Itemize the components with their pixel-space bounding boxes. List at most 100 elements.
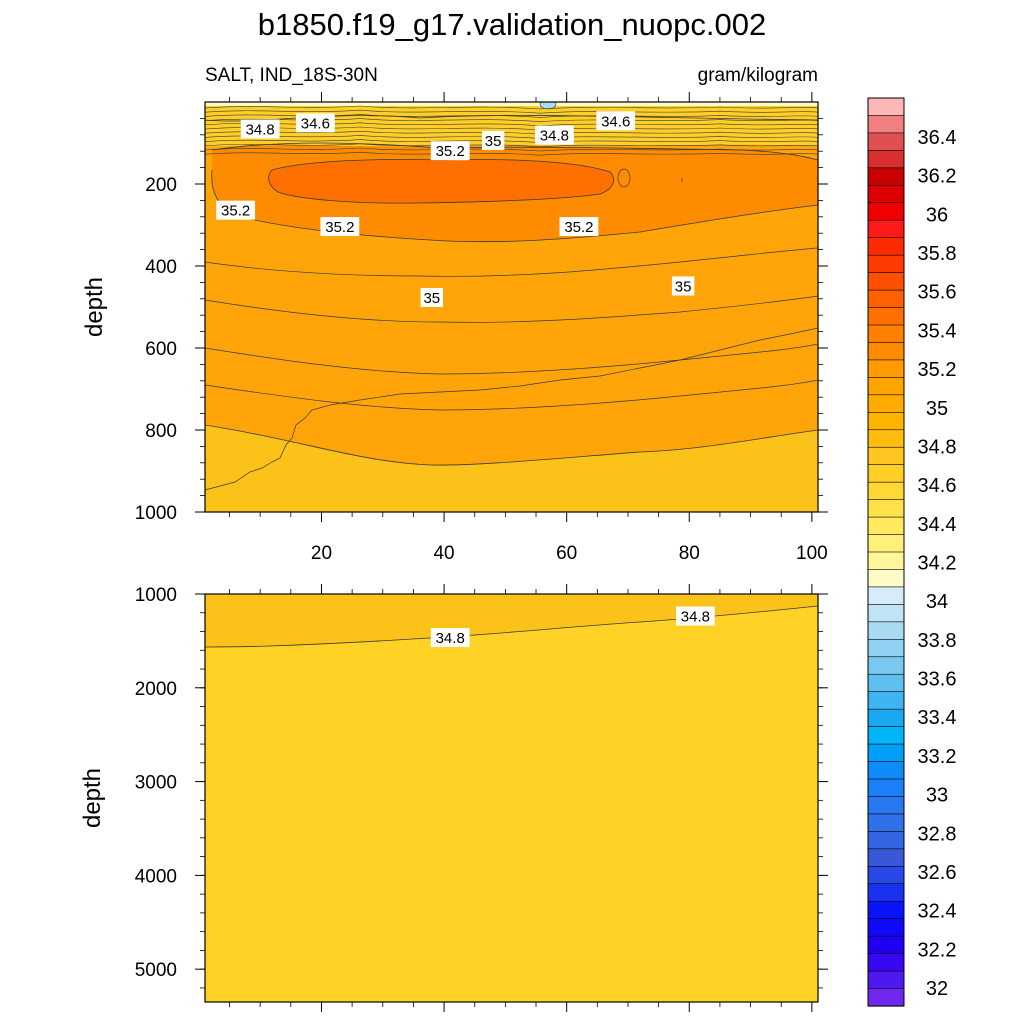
- contour-line: [205, 130, 818, 135]
- colorbar-swatch: [867, 691, 905, 710]
- surface-band: [205, 102, 818, 106]
- colorbar-swatch: [867, 831, 905, 850]
- colorbar-swatch: [867, 604, 905, 623]
- contour-label-text: 35.2: [564, 219, 593, 236]
- colorbar-swatch: [867, 185, 905, 204]
- contour-label-box: [481, 130, 505, 150]
- colorbar-swatch: [867, 935, 905, 955]
- colorbar-swatch: [867, 569, 905, 588]
- colorbar-swatch: [867, 132, 905, 151]
- contour-line: [205, 109, 818, 114]
- region-34.8-deep: [205, 594, 818, 647]
- colorbar-swatch: [867, 289, 905, 309]
- contour-label: 35.2: [430, 141, 470, 161]
- contour-label-text: 34.8: [246, 121, 275, 138]
- colorbar-label: 35.4: [918, 320, 957, 342]
- colorbar-swatch: [867, 464, 905, 483]
- contour-blob: [617, 168, 631, 188]
- colorbar-label: 35.2: [918, 359, 957, 381]
- lower-panel: 1000 2000 3000 4000 5000 34.8 34.8 depth: [79, 584, 828, 1012]
- x-tick-label: 60: [556, 543, 577, 564]
- contour-label-text: 34.6: [301, 115, 330, 132]
- contour-label-text: 35: [423, 290, 440, 307]
- colorbar-swatch: [867, 481, 905, 501]
- colorbar-swatch: [867, 673, 905, 693]
- contour-line: [205, 343, 818, 375]
- contour-label: 35.2: [320, 217, 360, 237]
- colorbar-label: 32.2: [918, 939, 957, 961]
- y-tick-label: 4000: [135, 866, 177, 887]
- colorbar-swatch: [867, 551, 905, 571]
- contour-label-box: [216, 200, 256, 220]
- fresh-water-patch: [539, 102, 557, 110]
- colorbar-label: 36.4: [918, 127, 957, 149]
- contour-line: [205, 143, 818, 148]
- contour-label-box: [535, 125, 574, 145]
- colorbar-swatch: [867, 412, 905, 431]
- y-tick-label: 1000: [135, 585, 177, 606]
- colorbar-swatch: [867, 778, 905, 798]
- contour-line: [205, 151, 818, 156]
- lower-ticks: 1000 2000 3000 4000 5000: [135, 584, 828, 1012]
- contour-label: 35: [481, 130, 505, 150]
- colorbar-label: 34: [926, 591, 948, 613]
- colorbar-label: 33: [926, 785, 948, 807]
- colorbar-swatch: [867, 726, 905, 745]
- y-tick-label: 600: [145, 339, 177, 360]
- contour-line: [268, 159, 614, 204]
- colorbar-swatch: [867, 621, 905, 640]
- contour-label: 34.8: [240, 119, 280, 139]
- colorbar-swatch: [867, 708, 905, 728]
- colorbar-label: 33.4: [918, 707, 957, 729]
- contour-line: [205, 295, 818, 323]
- contour-label-box: [320, 217, 360, 237]
- colorbar-swatch: [867, 866, 905, 885]
- colorbar-swatch: [867, 202, 905, 221]
- contour-label: 34.8: [535, 125, 574, 145]
- contour-label-text: 35.2: [436, 143, 465, 160]
- contour-line: [205, 424, 818, 466]
- x-tick-label: 100: [796, 543, 828, 564]
- colorbar-swatch: [867, 307, 905, 326]
- colorbar-label: 34.2: [918, 553, 957, 575]
- colorbar-swatch: [867, 848, 905, 867]
- y-tick-label: 1000: [135, 503, 177, 524]
- colorbar-swatch: [867, 883, 905, 902]
- region-35.4: [268, 159, 614, 204]
- contour-label-text: 34.6: [601, 113, 630, 130]
- contour-line: [205, 327, 818, 491]
- lower-contour-labels: 34.8 34.8: [430, 606, 715, 648]
- colorbar-swatch: [867, 796, 905, 815]
- y-tick-label: 400: [145, 257, 177, 278]
- colorbar-label: 34.8: [918, 436, 957, 458]
- colorbar-swatch: [867, 377, 905, 396]
- colorbar-label: 32.8: [918, 823, 957, 845]
- contour-label-box: [420, 287, 444, 307]
- colorbar-swatch: [867, 150, 905, 169]
- colorbar-swatch: [867, 324, 905, 344]
- colorbar-swatch: [867, 254, 905, 274]
- colorbar-swatch: [867, 953, 905, 972]
- colorbar-label: 35.8: [918, 243, 957, 265]
- contour-label-box: [240, 119, 280, 139]
- colorbar-swatch: [867, 743, 905, 763]
- contour-label-box: [671, 276, 695, 296]
- colorbar-label: 36: [926, 204, 948, 226]
- colorbar-frame: [867, 97, 905, 1007]
- left-subtitle: SALT, IND_18S-30N: [205, 65, 378, 86]
- colorbar-label: 34.4: [918, 514, 957, 536]
- upper-contour-labels: 34.8 34.6 35 34.8 34.6 35.2 35.2 35.2 35.2 35 35: [216, 111, 695, 307]
- chart-title: b1850.f19_g17.validation_nuopc.002: [258, 7, 767, 42]
- upper-ylabel: depth: [81, 277, 108, 337]
- contour-line: [211, 142, 818, 161]
- lower-panel-background: [205, 594, 818, 1002]
- colorbar-swatch: [867, 237, 905, 256]
- y-tick-label: 5000: [135, 960, 177, 981]
- colorbar-swatch: [867, 167, 905, 186]
- colorbar-label: 35.6: [918, 282, 957, 304]
- y-tick-label: 800: [145, 421, 177, 442]
- colorbar-label: 33.6: [918, 669, 957, 691]
- colorbar-label: 32.4: [918, 901, 957, 923]
